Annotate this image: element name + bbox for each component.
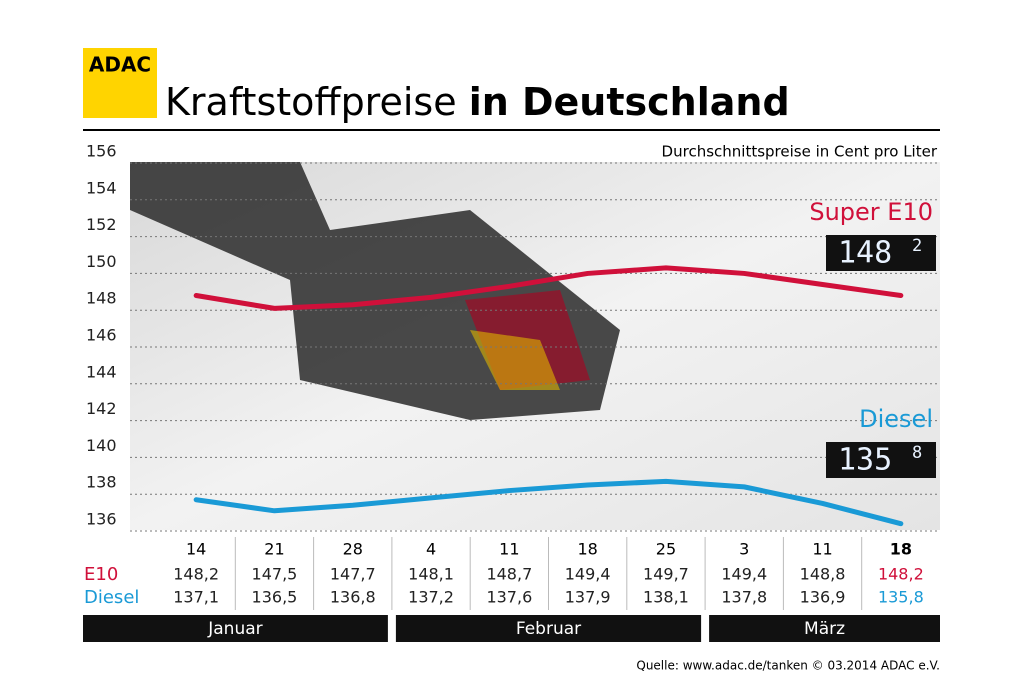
value-label: 136,8 [330,588,376,607]
title-light: Kraftstoffpreise [165,80,457,124]
value-label: 149,4 [565,565,611,584]
x-tick-label: 18 [577,540,597,559]
month-label: März [804,619,845,639]
display-label: Super E10 [809,198,933,226]
value-label: 137,9 [565,588,611,607]
month-bar [395,615,702,642]
y-tick-label: 140 [86,436,117,455]
display-box [826,235,936,271]
y-tick-label: 148 [86,289,117,308]
y-tick-label: 150 [86,252,117,271]
subtitle: Durchschnittspreise in Cent pro Liter [662,143,938,161]
display-value: 148 [838,236,892,271]
series-line [193,265,904,311]
value-label: 149,4 [721,565,767,584]
y-tick-label: 138 [86,473,117,492]
logo-box [83,48,157,118]
value-label: 136,5 [252,588,298,607]
y-tick-label: 156 [86,142,117,161]
display-label: Diesel [859,405,933,433]
logo: ADAC [89,53,151,77]
value-label: 148,8 [800,565,846,584]
y-tick-label: 136 [86,510,117,529]
display-box [826,442,936,478]
value-label: 147,5 [252,565,298,584]
value-label: 137,6 [486,588,532,607]
value-label: 135,8 [878,588,924,607]
x-tick-label: 3 [739,540,749,559]
value-label: 136,9 [800,588,846,607]
value-label: 137,8 [721,588,767,607]
value-label: 148,7 [486,565,532,584]
chart-title: Kraftstoffpreise in Deutschland [165,80,790,124]
value-label: 148,2 [878,565,924,584]
series-name: Diesel [84,587,139,608]
x-tick-label: 25 [656,540,676,559]
value-label: 149,7 [643,565,689,584]
x-tick-label: 28 [343,540,363,559]
month-bar [709,615,940,642]
x-tick-label: 11 [499,540,519,559]
y-tick-label: 154 [86,178,117,197]
value-label: 138,1 [643,588,689,607]
display-value: 135 [838,443,892,478]
y-tick-label: 142 [86,399,117,418]
title-bold: in Deutschland [469,80,790,124]
month-bar [83,615,388,642]
month-label: Februar [516,619,581,639]
source: Quelle: www.adac.de/tanken © 03.2014 ADA… [636,659,940,673]
y-tick-label: 144 [86,362,117,381]
x-tick-label: 11 [812,540,832,559]
value-label: 147,7 [330,565,376,584]
x-tick-label: 18 [890,540,912,559]
display-superscript: 8 [912,443,922,463]
series-line [193,478,904,527]
value-label: 148,1 [408,565,454,584]
y-tick-label: 146 [86,326,117,345]
value-label: 148,2 [173,565,219,584]
x-tick-label: 4 [426,540,436,559]
y-tick-label: 152 [86,215,117,234]
series-name: E10 [84,564,118,585]
value-label: 137,2 [408,588,454,607]
month-label: Januar [207,619,262,639]
display-superscript: 2 [912,236,922,256]
x-tick-label: 14 [186,540,206,559]
x-tick-label: 21 [264,540,284,559]
flag-accent [470,330,560,390]
value-label: 137,1 [173,588,219,607]
